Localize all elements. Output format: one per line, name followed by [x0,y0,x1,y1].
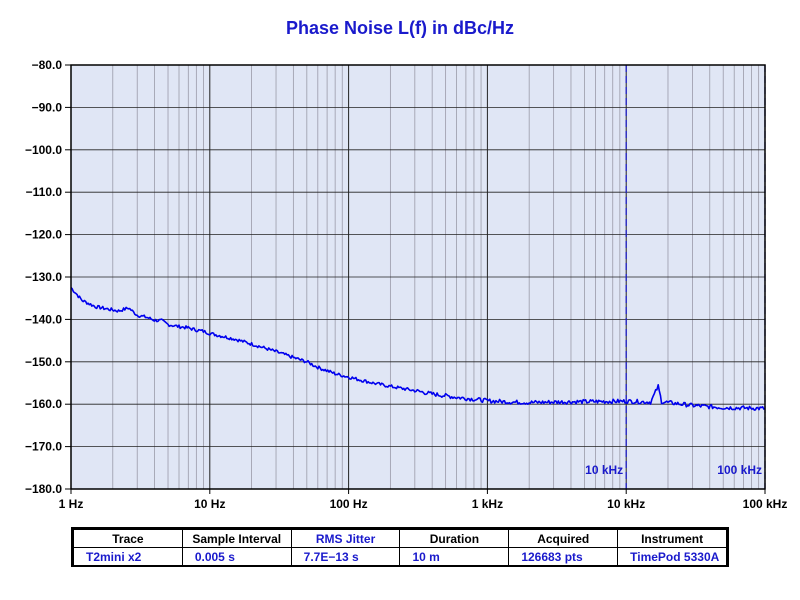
marker-label: 10 kHz [585,463,623,477]
value-trace: T2mini x2 [73,547,183,566]
value-acquired: 126683 pts [508,547,619,566]
x-tick-label: 10 Hz [194,497,225,511]
y-tick-label: −170.0 [25,440,62,454]
x-tick-label: 100 kHz [743,497,788,511]
chart-title: Phase Noise L(f) in dBc/Hz [285,18,515,38]
header-acquired: Acquired [508,529,619,548]
value-instrument: TimePod 5330A [617,547,727,566]
phase-noise-trace [70,287,766,411]
x-tick-label: 1 kHz [472,497,503,511]
x-tick-label: 100 Hz [330,497,368,511]
y-tick-label: −140.0 [25,312,62,326]
series-layer [70,287,766,411]
y-tick-label: −100.0 [25,143,62,157]
y-tick-label: −130.0 [25,270,62,284]
phase-noise-chart: 10 kHz 100 kHz −80.0 −90.0 −100.0 −110.0 −120… [25,58,788,511]
info-header-row: Trace Sample Interval RMS Jitter Duratio… [73,529,727,548]
value-duration: 10 m [399,547,510,566]
y-tick-label: −90.0 [32,100,63,114]
header-trace: Trace [73,529,183,548]
value-sample-interval: 0.005 s [181,547,292,566]
y-tick-label: −180.0 [25,482,62,496]
grid [71,65,765,489]
marker-label: 100 kHz [717,463,762,477]
header-rms-jitter: RMS Jitter [290,529,401,548]
value-rms-jitter: 7.7E−13 s [290,547,401,566]
trace-info-table: Trace Sample Interval RMS Jitter Duratio… [71,527,729,567]
header-duration: Duration [399,529,510,548]
y-tick-label: −160.0 [25,397,62,411]
y-tick-label: −150.0 [25,355,62,369]
header-instrument: Instrument [617,529,727,548]
y-tick-label: −80.0 [32,58,63,72]
y-axis: −80.0 −90.0 −100.0 −110.0 −120.0 −130.0 −140.0… [25,58,71,496]
x-axis: 1 Hz 10 Hz 100 Hz 1 kHz 10 kHz 100 kHz [59,489,788,511]
x-tick-label: 1 Hz [59,497,84,511]
info-value-row: T2mini x2 0.005 s 7.7E−13 s 10 m 126683 … [73,547,727,566]
x-tick-label: 10 kHz [607,497,645,511]
y-tick-label: −110.0 [26,185,63,199]
header-sample-interval: Sample Interval [181,529,292,548]
y-tick-label: −120.0 [25,228,62,242]
